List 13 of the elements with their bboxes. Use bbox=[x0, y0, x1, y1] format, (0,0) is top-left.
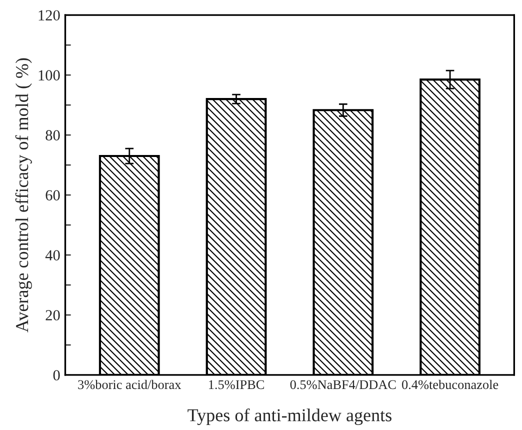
y-tick-label: 120 bbox=[38, 10, 60, 20]
y-tick-label: 100 bbox=[38, 70, 60, 80]
y-tick-label: 40 bbox=[45, 250, 60, 260]
y-tick-label: 60 bbox=[46, 190, 60, 200]
x-tick-label: 0.5%NaBF4/DDAC bbox=[290, 380, 396, 390]
y-tick-label: 20 bbox=[46, 310, 60, 320]
x-tick-label: 0.4%tebuconazole bbox=[402, 380, 498, 390]
y-tick-label: 80 bbox=[46, 130, 60, 140]
x-axis-title: Types of anti-mildew agents bbox=[188, 408, 392, 426]
y-axis-title: Average control efficacy of mold ( %) bbox=[15, 58, 32, 332]
y-tick-label: 0 bbox=[53, 370, 60, 380]
x-tick-label: 1.5%IPBC bbox=[209, 380, 264, 390]
x-tick-label: 3%boric acid/borax bbox=[78, 380, 182, 390]
